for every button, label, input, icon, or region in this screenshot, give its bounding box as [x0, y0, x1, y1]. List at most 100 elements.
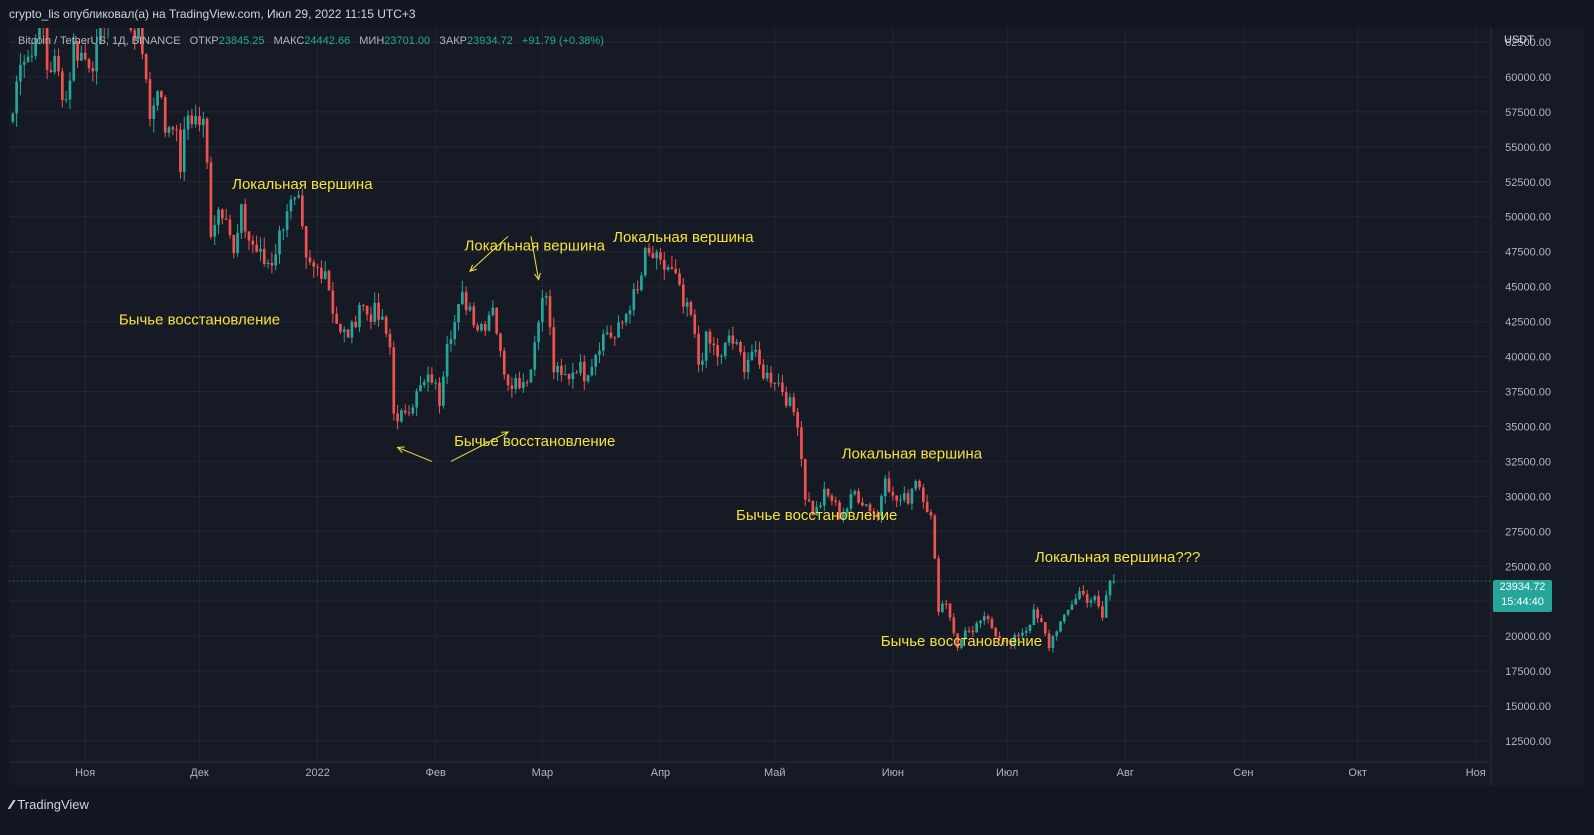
candle-body [1002, 638, 1005, 643]
candle-body [76, 40, 79, 61]
candle-body [590, 366, 594, 376]
candle-body [979, 620, 982, 624]
tradingview-logo-icon: ⁄⁄ [10, 796, 14, 812]
candle-body [750, 351, 754, 360]
candle-body [845, 508, 849, 514]
price-tick-label: 47500.00 [1505, 247, 1551, 259]
annotation-arrowhead [501, 431, 510, 438]
price-tick-label: 32500.00 [1505, 456, 1551, 468]
candle-body [133, 30, 137, 39]
candle-body [346, 329, 350, 338]
candle-body [693, 314, 697, 334]
candle-body [990, 619, 994, 628]
candle-body [502, 350, 506, 375]
candle-body [1104, 595, 1108, 618]
candle-body [826, 488, 830, 496]
candle-body [754, 349, 758, 352]
chart-annotation: Бычье восстановление [454, 433, 615, 450]
candle-body [301, 195, 304, 227]
candle-body [335, 313, 338, 324]
candle-body [281, 229, 285, 231]
candle-body [342, 329, 346, 332]
candle-body [906, 493, 910, 504]
time-tick-label: Окт [1348, 767, 1367, 779]
candle-body [316, 266, 319, 268]
candle-body [529, 369, 533, 383]
candle-body [30, 55, 34, 57]
time-tick-label: Май [764, 767, 786, 779]
candle-body [259, 248, 262, 252]
published-line: crypto_lis опубликовал(а) на TradingView… [9, 7, 416, 21]
candle-body [678, 273, 681, 285]
candle-body [834, 500, 838, 503]
candle-body [434, 382, 438, 384]
price-tick-label: 30000.00 [1505, 491, 1551, 503]
candle-body [933, 515, 937, 559]
candle-body [762, 364, 765, 379]
price-tick-label: 57500.00 [1505, 107, 1551, 119]
candle-body [655, 252, 658, 259]
candle-body [613, 337, 617, 339]
candle-body [659, 252, 662, 260]
candle-body [765, 372, 769, 379]
candle-body [1085, 594, 1089, 603]
candle-body [453, 322, 457, 340]
candle-body [541, 297, 544, 323]
candle-body [1062, 614, 1066, 622]
candle-body [861, 502, 864, 506]
candle-body [19, 64, 22, 82]
time-tick-label: Июл [996, 767, 1018, 779]
candle-body [186, 115, 190, 130]
time-tick-label: Апр [651, 767, 670, 779]
time-tick-label: 2022 [305, 767, 329, 779]
candle-body [68, 80, 72, 100]
price-tick-label: 50000.00 [1505, 212, 1551, 224]
candle-body [49, 69, 53, 73]
candle-body [556, 365, 559, 373]
price-tick-label: 15000.00 [1505, 701, 1551, 713]
candle-body [156, 91, 159, 106]
price-tick-label: 25000.00 [1505, 561, 1551, 573]
candle-body [899, 499, 902, 501]
candle-body [720, 355, 723, 357]
candle-body [872, 511, 876, 514]
candle-body [510, 385, 514, 389]
candle-body [61, 71, 64, 100]
candle-body [483, 323, 487, 331]
candle-body [842, 513, 845, 520]
candle-body [72, 40, 76, 81]
candle-body [1097, 596, 1100, 607]
candle-body [975, 623, 979, 633]
tradingview-logo[interactable]: ⁄⁄ TradingView [10, 795, 89, 813]
annotation-arrowhead [396, 446, 405, 453]
candle-body [1078, 590, 1081, 599]
candle-body [963, 630, 967, 640]
candle-body [788, 397, 792, 406]
candle-body [224, 218, 228, 220]
candle-body [1009, 640, 1013, 646]
candle-body [278, 230, 281, 255]
candle-body [320, 267, 323, 279]
candle-body [689, 302, 693, 315]
chart-frame[interactable]: 62500.00 60000.00 57500.00 55000.00 52500.00… [9, 28, 1584, 786]
candle-body [853, 491, 857, 495]
candle-body [411, 407, 415, 414]
candle-body [857, 491, 860, 503]
candle-body [758, 349, 761, 365]
candle-body [537, 322, 540, 343]
candle-body [617, 322, 620, 338]
candle-body [1074, 598, 1078, 605]
candle-body [1005, 640, 1009, 643]
candle-body [552, 327, 556, 373]
candle-body [822, 488, 826, 506]
candle-body [438, 382, 441, 406]
candlestick-chart[interactable]: 62500.00 60000.00 57500.00 55000.00 52500.00… [9, 28, 1584, 786]
candle-body [944, 603, 948, 605]
candle-body [708, 331, 712, 344]
candle-body [430, 374, 434, 383]
chart-annotation: Локальная вершина [232, 176, 373, 193]
candle-body [548, 296, 552, 328]
candle-body [228, 219, 232, 235]
candle-body [91, 68, 95, 72]
chart-annotation: Бычье восстановление [119, 311, 280, 328]
